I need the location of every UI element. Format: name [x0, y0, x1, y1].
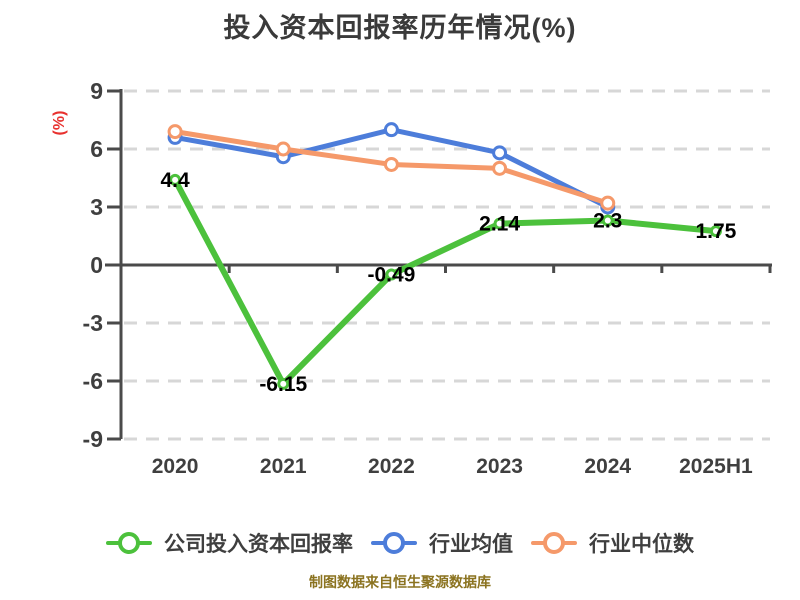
x-tick-label: 2023	[476, 455, 523, 478]
legend: 公司投入资本回报率 行业均值 行业中位数	[0, 524, 800, 562]
data-point-series-2	[600, 195, 616, 211]
data-point-series-1	[383, 122, 399, 138]
data-label: 1.75	[695, 220, 736, 243]
series-line-0	[172, 176, 719, 387]
y-tick-label: 3	[90, 194, 103, 220]
data-label: -0.49	[367, 263, 415, 286]
data-point-series-2	[492, 160, 508, 176]
legend-item-company-roic: 公司投入资本回报率	[106, 528, 353, 558]
chart-canvas: 9 6 3 0 -3 -6 -9 2020 2021 2022 2023 2024 2025H1 4.4 -…	[83, 78, 772, 478]
y-tick-label: 0	[90, 252, 103, 278]
legend-label-industry-mean: 行业均值	[429, 533, 513, 556]
y-tick-label: 9	[90, 78, 103, 104]
x-tick-label: 2020	[152, 455, 199, 478]
y-tick-label: -3	[83, 310, 103, 336]
y-tick-label: 6	[90, 136, 103, 162]
data-point-series-2	[383, 156, 399, 172]
footer-note: 制图数据来自恒生聚源数据库	[309, 574, 491, 590]
legend-marker-line-dot	[531, 531, 577, 555]
legend-label-company-roic: 公司投入资本回报率	[164, 533, 353, 556]
x-tick-label: 2024	[584, 455, 631, 478]
legend-item-industry-mean: 行业均值	[371, 528, 513, 558]
y-tick-label: -9	[83, 426, 103, 452]
data-point-series-2	[167, 124, 183, 140]
x-tick-label: 2022	[368, 455, 415, 478]
data-label: 2.3	[593, 210, 622, 233]
data-label: 4.4	[160, 169, 190, 192]
data-point-series-0	[277, 377, 290, 390]
legend-circle-icon	[383, 532, 405, 554]
x-tick-label: 2021	[260, 455, 307, 478]
data-point-series-0	[493, 217, 506, 230]
legend-circle-icon	[118, 532, 140, 554]
legend-item-industry-median: 行业中位数	[531, 528, 694, 558]
data-point-series-0	[709, 225, 722, 238]
legend-marker-line-dot	[106, 531, 152, 555]
legend-circle-icon	[543, 532, 565, 554]
chart-title: 投入资本回报率历年情况(%)	[223, 13, 577, 43]
data-point-series-0	[385, 268, 398, 281]
data-label: 2.14	[479, 213, 520, 236]
data-point-series-1	[492, 145, 508, 161]
x-tick-label: 2025H1	[679, 455, 753, 478]
y-tick-label: -6	[83, 368, 103, 394]
data-point-series-0	[601, 214, 614, 227]
legend-label-industry-median: 行业中位数	[589, 533, 694, 556]
legend-marker-line-dot	[371, 531, 417, 555]
data-label: -6.15	[259, 373, 307, 396]
data-point-series-0	[169, 173, 182, 186]
data-point-series-2	[275, 141, 291, 157]
